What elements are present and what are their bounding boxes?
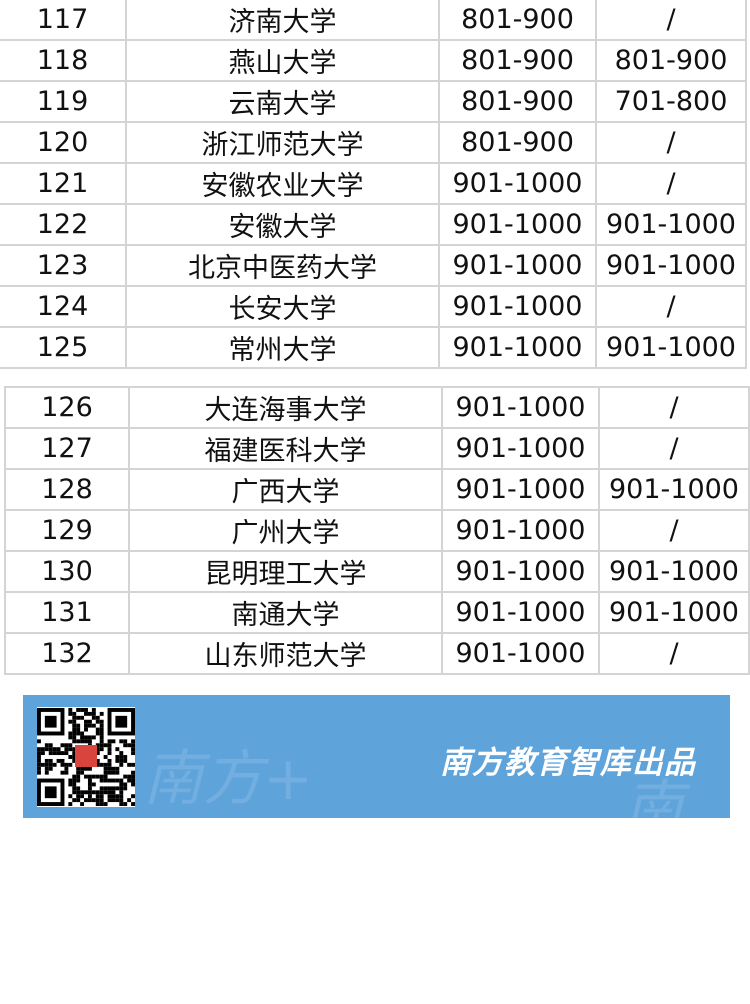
cell-col4: / (598, 632, 750, 675)
table-row: 129 广州大学 901-1000/ (4, 509, 750, 552)
footer-banner: 南方+ 南方+ 南方教育智库出品 (23, 695, 730, 1004)
cell-col4: / (595, 121, 747, 164)
cell-rank: 127 (4, 427, 130, 470)
watermark: 南方+ (623, 774, 683, 1004)
cell-name: 济南大学 (125, 0, 440, 41)
table-row: 130 昆明理工大学 901-1000 901-1000 (4, 550, 750, 593)
cell-col3: 901-1000 (438, 285, 597, 328)
cell-rank: 120 (0, 121, 127, 164)
cell-name: 南通大学 (128, 591, 443, 634)
table-row: 127 福建医科大学 901-1000/ (4, 427, 750, 470)
cell-rank: 122 (0, 203, 127, 246)
cell-col4: 801-900 (595, 39, 747, 82)
cell-name: 广州大学 (128, 509, 443, 552)
cell-col4: / (595, 162, 747, 205)
cell-rank: 128 (4, 468, 130, 511)
cell-name: 燕山大学 (125, 39, 440, 82)
table-row: 123 北京中医药大学 901-1000 901-1000 (0, 244, 747, 287)
ranking-table-top: 117 济南大学 801-900/118 燕山大学 801-900 801-900 119 云… (0, 0, 747, 369)
table-row: 124 长安大学 901-1000/ (0, 285, 747, 328)
cell-name: 云南大学 (125, 80, 440, 123)
cell-name: 北京中医药大学 (125, 244, 440, 287)
cell-rank: 129 (4, 509, 130, 552)
brand-text: 南方教育智库出品 (440, 745, 696, 781)
cell-rank: 118 (0, 39, 127, 82)
cell-col4: / (598, 509, 750, 552)
cell-col4: 901-1000 (598, 591, 750, 634)
cell-name: 常州大学 (125, 326, 440, 369)
qr-code[interactable] (37, 707, 135, 807)
cell-name: 安徽农业大学 (125, 162, 440, 205)
cell-col4: 901-1000 (598, 550, 750, 593)
cell-rank: 124 (0, 285, 127, 328)
table-row: 119 云南大学 801-900 701-800 (0, 80, 747, 123)
cell-rank: 130 (4, 550, 130, 593)
cell-col3: 901-1000 (441, 509, 600, 552)
cell-col3: 801-900 (438, 0, 597, 41)
cell-name: 昆明理工大学 (128, 550, 443, 593)
cell-col3: 901-1000 (441, 550, 600, 593)
cell-rank: 132 (4, 632, 130, 675)
cell-col3: 901-1000 (438, 244, 597, 287)
cell-col3: 901-1000 (441, 468, 600, 511)
cell-col3: 901-1000 (441, 427, 600, 470)
cell-rank: 123 (0, 244, 127, 287)
table-row: 126 大连海事大学 901-1000/ (4, 386, 750, 429)
table-row: 125 常州大学 901-1000 901-1000 (0, 326, 747, 369)
cell-col3: 901-1000 (441, 632, 600, 675)
watermark: 南方+ (143, 744, 314, 814)
cell-col3: 901-1000 (438, 162, 597, 205)
cell-rank: 121 (0, 162, 127, 205)
cell-name: 长安大学 (125, 285, 440, 328)
cell-rank: 131 (4, 591, 130, 634)
cell-col4: / (595, 0, 747, 41)
cell-col4: / (598, 386, 750, 429)
table-row: 132 山东师范大学 901-1000/ (4, 632, 750, 675)
cell-col4: 901-1000 (595, 326, 747, 369)
cell-name: 浙江师范大学 (125, 121, 440, 164)
table-row: 122 安徽大学 901-1000 901-1000 (0, 203, 747, 246)
cell-rank: 119 (0, 80, 127, 123)
table-row: 118 燕山大学 801-900 801-900 (0, 39, 747, 82)
cell-col4: 901-1000 (595, 203, 747, 246)
cell-col3: 901-1000 (441, 591, 600, 634)
table-row: 128 广西大学 901-1000 901-1000 (4, 468, 750, 511)
ranking-table-bottom: 126 大连海事大学 901-1000/127 福建医科大学 901-1000/128 广… (4, 386, 750, 675)
cell-rank: 125 (0, 326, 127, 369)
cell-col3: 801-900 (438, 121, 597, 164)
cell-name: 广西大学 (128, 468, 443, 511)
cell-name: 福建医科大学 (128, 427, 443, 470)
cell-col3: 901-1000 (441, 386, 600, 429)
table-row: 117 济南大学 801-900/ (0, 0, 747, 41)
table-row: 131 南通大学 901-1000 901-1000 (4, 591, 750, 634)
cell-col3: 801-900 (438, 39, 597, 82)
cell-rank: 117 (0, 0, 127, 41)
app-logo-icon (75, 745, 97, 767)
cell-col4: 701-800 (595, 80, 747, 123)
cell-col3: 901-1000 (438, 203, 597, 246)
cell-name: 山东师范大学 (128, 632, 443, 675)
cell-col3: 801-900 (438, 80, 597, 123)
table-row: 120 浙江师范大学 801-900/ (0, 121, 747, 164)
cell-rank: 126 (4, 386, 130, 429)
cell-col4: / (595, 285, 747, 328)
cell-col3: 901-1000 (438, 326, 597, 369)
cell-name: 安徽大学 (125, 203, 440, 246)
cell-col4: 901-1000 (595, 244, 747, 287)
table-row: 121 安徽农业大学 901-1000/ (0, 162, 747, 205)
cell-name: 大连海事大学 (128, 386, 443, 429)
cell-col4: 901-1000 (598, 468, 750, 511)
cell-col4: / (598, 427, 750, 470)
